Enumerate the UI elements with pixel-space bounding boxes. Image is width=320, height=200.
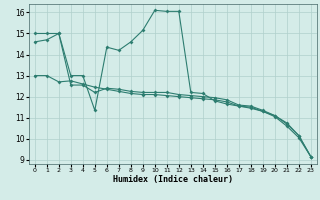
- X-axis label: Humidex (Indice chaleur): Humidex (Indice chaleur): [113, 175, 233, 184]
